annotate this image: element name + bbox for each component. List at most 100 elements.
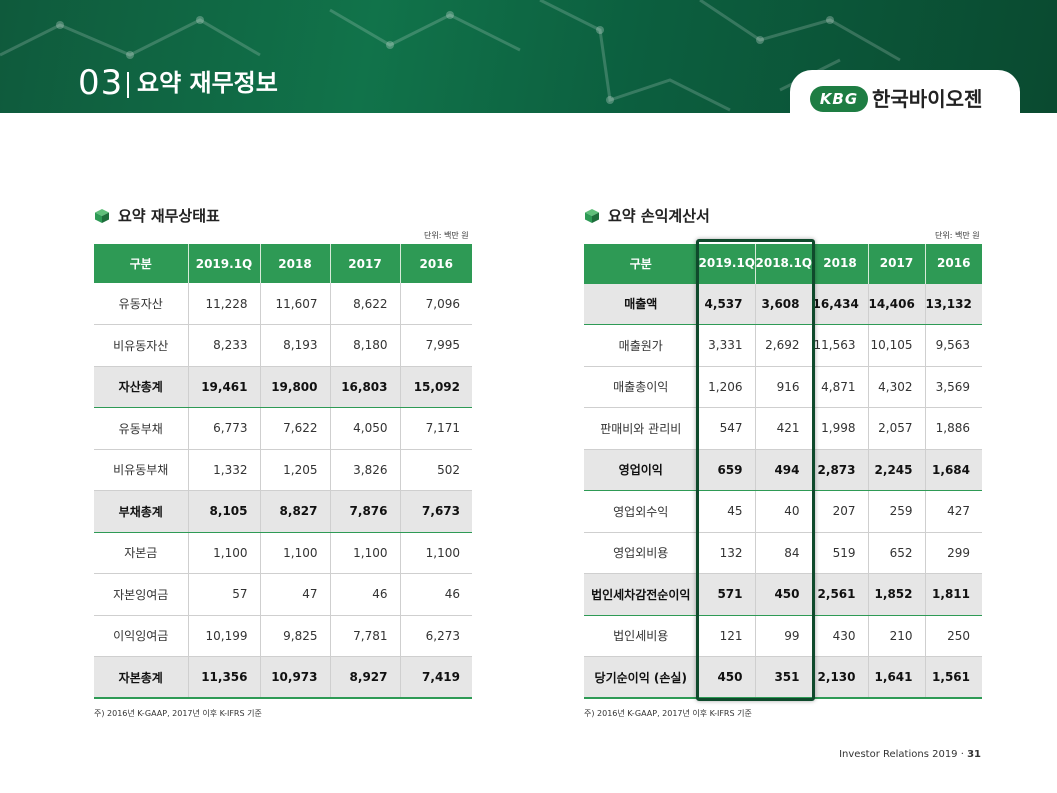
- table-cell: 57: [188, 573, 261, 616]
- table-cell: 1,641: [868, 656, 926, 699]
- table-row: 매출원가 3,331 2,692 11,563 10,105 9,563: [584, 324, 982, 367]
- balance-sheet-title: 요약 재무상태표: [118, 207, 220, 225]
- section-number: 03: [78, 63, 124, 103]
- row-label: 유동자산: [94, 283, 189, 325]
- table-cell: 1,561: [925, 656, 982, 699]
- table-cell: 46: [400, 573, 472, 616]
- table-cell: 40: [755, 490, 813, 533]
- table-cell: 1,886: [925, 407, 982, 450]
- table-cell: 2,561: [812, 573, 869, 616]
- table-row: 이익잉여금 10,199 9,825 7,781 6,273: [94, 615, 472, 657]
- column-header: 2019.1Q: [698, 244, 756, 283]
- row-label: 법인세비용: [584, 615, 699, 657]
- section-title: 요약 재무정보: [137, 69, 278, 97]
- balance-sheet-table: 구분 2019.1Q 2018 2017 2016 유동자산 11,228 11,607 8,…: [94, 244, 472, 699]
- row-label: 영업외비용: [584, 532, 699, 574]
- table-cell: 2,057: [868, 407, 926, 450]
- table-row: 매출총이익 1,206 916 4,871 4,302 3,569: [584, 366, 982, 408]
- table-cell: 9,825: [260, 615, 331, 657]
- table-cell: 11,563: [812, 324, 869, 367]
- table-cell: 19,461: [188, 365, 261, 408]
- table-cell: 427: [925, 490, 982, 533]
- table-cell: 916: [755, 366, 813, 408]
- table-cell: 8,827: [260, 490, 331, 533]
- table-cell: 207: [812, 490, 869, 533]
- table-cell: 3,608: [755, 282, 813, 325]
- table-cell: 652: [868, 532, 926, 574]
- row-label: 자본잉여금: [94, 573, 189, 616]
- income-statement-title: 요약 손익계산서: [608, 207, 710, 225]
- company-logo-badge: KBG: [810, 86, 868, 112]
- table-cell: 4,537: [698, 282, 756, 325]
- table-row: 법인세차감전순이익 571 450 2,561 1,852 1,811: [584, 573, 982, 616]
- table-cell: 16,434: [812, 282, 869, 325]
- table-cell: 4,871: [812, 366, 869, 408]
- row-label: 비유동자산: [94, 324, 189, 367]
- table-cell: 1,205: [260, 449, 331, 491]
- row-label: 매출원가: [584, 324, 699, 367]
- table-cell: 571: [698, 573, 756, 616]
- table-cell: 19,800: [260, 365, 331, 408]
- row-label: 유동부채: [94, 407, 189, 450]
- income-statement-table: 구분 2019.1Q 2018.1Q 2018 2017 2016 매출액 4,537 3,6…: [584, 244, 982, 699]
- table-cell: 10,105: [868, 324, 926, 367]
- table-cell: 7,419: [400, 656, 472, 699]
- column-header: 2018.1Q: [755, 244, 813, 283]
- table-row: 자본잉여금 57 47 46 46: [94, 573, 472, 616]
- table-cell: 430: [812, 615, 869, 657]
- balance-sheet-unit: 단위: 백만 원: [424, 231, 469, 240]
- table-cell: 13,132: [925, 282, 982, 325]
- row-label: 영업외수익: [584, 490, 699, 533]
- table-row: 부채총계 8,105 8,827 7,876 7,673: [94, 490, 472, 533]
- table-cell: 1,100: [188, 532, 261, 574]
- row-label: 영업이익: [584, 448, 699, 491]
- table-cell: 2,873: [812, 448, 869, 491]
- row-label: 당기순이익 (손실): [584, 656, 699, 699]
- table-cell: 494: [755, 448, 813, 491]
- cube-icon: [95, 208, 109, 223]
- footer-text: Investor Relations 2019 ·: [839, 749, 968, 760]
- table-cell: 47: [260, 573, 331, 616]
- table-cell: 6,773: [188, 407, 261, 450]
- table-row: 매출액 4,537 3,608 16,434 14,406 13,132: [584, 282, 982, 325]
- income-statement-unit: 단위: 백만 원: [935, 231, 980, 240]
- table-cell: 6,273: [400, 615, 472, 657]
- row-label: 부채총계: [94, 490, 189, 533]
- column-header: 2018: [812, 244, 869, 283]
- table-cell: 7,876: [330, 490, 401, 533]
- table-cell: 11,228: [188, 283, 261, 325]
- row-label: 자본금: [94, 532, 189, 574]
- table-cell: 7,171: [400, 407, 472, 450]
- row-label: 매출총이익: [584, 366, 699, 408]
- table-cell: 659: [698, 448, 756, 491]
- table-cell: 519: [812, 532, 869, 574]
- table-cell: 1,100: [330, 532, 401, 574]
- table-cell: 502: [400, 449, 472, 491]
- column-header: 구분: [584, 244, 699, 283]
- table-row: 판매비와 관리비 547 421 1,998 2,057 1,886: [584, 407, 982, 450]
- table-cell: 7,622: [260, 407, 331, 450]
- table-cell: 1,998: [812, 407, 869, 450]
- column-header: 구분: [94, 244, 189, 283]
- page-number: 31: [967, 749, 981, 760]
- table-cell: 450: [755, 573, 813, 616]
- balance-sheet-note: 주) 2016년 K-GAAP, 2017년 이후 K-IFRS 기준: [94, 709, 262, 718]
- header-banner: 03 요약 재무정보: [0, 0, 1057, 113]
- table-cell: 421: [755, 407, 813, 450]
- table-cell: 3,826: [330, 449, 401, 491]
- table-cell: 16,803: [330, 365, 401, 408]
- table-cell: 2,130: [812, 656, 869, 699]
- income-statement-note: 주) 2016년 K-GAAP, 2017년 이후 K-IFRS 기준: [584, 709, 752, 718]
- table-row: 자산총계 19,461 19,800 16,803 15,092: [94, 365, 472, 408]
- table-cell: 547: [698, 407, 756, 450]
- table-cell: 121: [698, 615, 756, 657]
- table-cell: 8,622: [330, 283, 401, 325]
- table-cell: 1,852: [868, 573, 926, 616]
- molecule-background-icon: [0, 0, 901, 112]
- table-cell: 4,302: [868, 366, 926, 408]
- table-cell: 10,973: [260, 656, 331, 699]
- table-cell: 299: [925, 532, 982, 574]
- column-header: 2017: [868, 244, 926, 283]
- table-cell: 210: [868, 615, 926, 657]
- row-label: 이익잉여금: [94, 615, 189, 657]
